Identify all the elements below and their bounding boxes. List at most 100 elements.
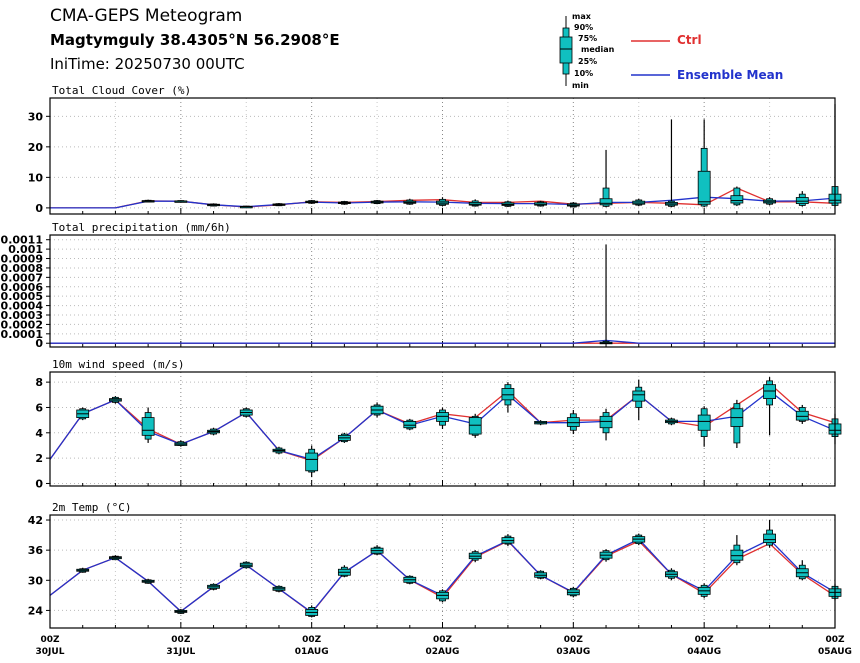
box-plot: [370, 402, 384, 418]
legend-box-label-1: 90%: [574, 23, 593, 32]
box-outer: [602, 187, 610, 207]
y-tick-label: 0.0003: [1, 309, 43, 322]
x-tick-label-time: 00Z: [564, 635, 584, 645]
box-plot: [337, 200, 351, 205]
box-plot: [566, 586, 580, 598]
box-plot: [763, 377, 776, 436]
box-plot: [370, 545, 384, 556]
box-inner: [795, 410, 809, 421]
box-plot: [632, 379, 646, 421]
x-tick-label-time: 00Z: [825, 635, 845, 645]
x-tick-label-time: 00Z: [433, 635, 453, 645]
box-inner: [141, 417, 155, 436]
box-plot: [174, 440, 188, 447]
panel-title: 2m Temp (°C): [52, 501, 131, 514]
y-tick-label: 24: [28, 604, 44, 617]
box-inner: [795, 197, 809, 205]
y-tick-label: 0.0001: [1, 328, 43, 341]
chart-title: CMA-GEPS Meteogram: [50, 6, 243, 26]
legend-box-inner: [559, 36, 573, 64]
box-plot: [337, 565, 351, 578]
y-tick-label: 0: [35, 477, 43, 490]
x-tick-label-date: 01AUG: [295, 647, 329, 657]
panel-1: Total precipitation (mm/6h) 00.00010.0002…: [1, 221, 836, 350]
box-plot: [795, 404, 809, 424]
box-inner: [403, 420, 417, 429]
box-plot: [76, 567, 90, 573]
y-tick-label: 30: [28, 110, 44, 123]
box-plot: [665, 119, 678, 208]
box-plot: [272, 446, 286, 455]
box-plot: [795, 560, 809, 581]
box-plot: [239, 205, 253, 209]
panel-frame: [49, 514, 836, 629]
legend-box-label-6: min: [572, 81, 589, 90]
box-plot: [174, 200, 188, 203]
box-plot: [697, 119, 711, 208]
y-tick-label: 0.0002: [1, 318, 43, 331]
box-plot: [697, 406, 711, 447]
box-plot: [566, 202, 580, 208]
box-plot: [141, 578, 155, 584]
x-tick-label-time: 00Z: [302, 635, 322, 645]
panel-title: 10m wind speed (m/s): [52, 358, 184, 371]
box-plot: [109, 555, 122, 561]
box-plot: [305, 605, 319, 618]
box-plot: [109, 396, 122, 404]
panel-frame: [49, 371, 836, 487]
box-inner: [468, 417, 482, 435]
panel-0: Total Cloud Cover (%) 0 10 20 30: [28, 84, 842, 215]
y-tick-label: 0.0008: [1, 262, 43, 275]
box-plot: [534, 570, 548, 580]
y-tick-label: 36: [28, 544, 44, 557]
station-label: Magtymguly 38.4305°N 56.2908°E: [50, 31, 340, 49]
y-tick-label: 0.001: [8, 243, 43, 256]
box-plot: [436, 407, 449, 429]
panel-title: Total Cloud Cover (%): [52, 84, 191, 97]
legend-box-label-0: max: [572, 12, 592, 21]
box-plot: [436, 589, 449, 603]
y-tick-label: 0.0004: [1, 300, 44, 313]
x-tick-label-date: 03AUG: [556, 647, 590, 657]
box-inner: [305, 452, 319, 472]
box-plot: [599, 408, 613, 441]
box-inner: [599, 198, 613, 206]
box-plot: [665, 568, 678, 581]
box-plot: [632, 533, 646, 546]
panel-frame: [49, 97, 836, 215]
box-plot: [207, 427, 220, 436]
box-inner: [501, 388, 515, 401]
box-plot: [239, 561, 253, 569]
x-tick-label-time: 00Z: [695, 635, 715, 645]
box-inner: [436, 412, 449, 422]
box-plot: [436, 197, 449, 207]
box-plot: [501, 382, 515, 413]
box-inner: [632, 390, 646, 402]
box-plot: [403, 575, 417, 585]
box-plot: [599, 549, 613, 562]
legend-box-label-3: median: [581, 45, 615, 54]
box-plot: [174, 608, 188, 614]
box-plot: [763, 520, 776, 548]
y-tick-label: 0: [35, 202, 43, 215]
box-plot: [763, 197, 776, 206]
box-plot: [501, 534, 515, 547]
box-plot: [697, 583, 711, 599]
y-tick-label: 30: [28, 574, 44, 587]
legend-box-label-5: 10%: [574, 69, 593, 78]
y-tick-label: 0.0007: [1, 271, 43, 284]
box-plot: [141, 199, 155, 203]
y-tick-label: 0.0005: [1, 290, 43, 303]
box-plot: [141, 407, 155, 443]
box-inner: [763, 384, 776, 399]
y-tick-label: 0: [35, 337, 43, 350]
box-plot: [468, 550, 482, 563]
box-plot: [599, 149, 613, 208]
panel-3: 2m Temp (°C) 24 30 36 42: [28, 501, 842, 629]
y-tick-label: 4: [35, 427, 43, 440]
box-plot: [207, 583, 220, 591]
y-tick-label: 8: [35, 376, 43, 389]
x-tick-label-date: 05AUG: [818, 647, 852, 657]
box-plot: [599, 244, 613, 345]
